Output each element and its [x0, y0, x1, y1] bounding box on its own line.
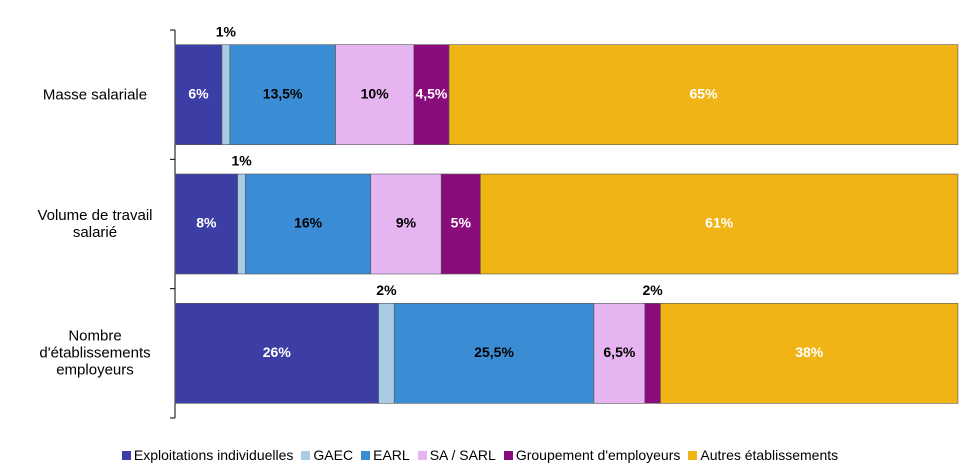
data-label: 25,5%: [474, 344, 514, 360]
bar-segment: [174, 173, 238, 275]
bar-segment: [174, 303, 379, 404]
data-label: 1%: [231, 153, 252, 169]
bar-segment: [237, 173, 246, 275]
legend-swatch: [688, 450, 698, 460]
bar-segment: [393, 303, 595, 404]
legend-label: Autres établissements: [700, 447, 839, 463]
legend-label: SA / SARL: [429, 447, 496, 463]
bar-segment: [174, 44, 223, 145]
data-label: 38%: [795, 344, 824, 360]
legend-label: GAEC: [313, 447, 354, 463]
data-label: 1%: [216, 23, 237, 39]
bar-segment: [644, 303, 661, 404]
bar-segment: [593, 303, 646, 404]
category-label: Nombre d'établissements employeurs: [39, 327, 151, 379]
legend-item: SA / SARL: [417, 447, 496, 463]
bar-segment: [440, 173, 481, 275]
data-label: 26%: [263, 344, 292, 360]
data-label: 65%: [690, 85, 719, 101]
category-label: Volume de travail salarié: [37, 207, 153, 241]
data-label: 5%: [451, 215, 472, 231]
legend-swatch: [361, 450, 371, 460]
data-label: 9%: [396, 215, 417, 231]
legend-label: Exploitations individuelles: [133, 447, 294, 463]
category-label: Masse salariale: [42, 86, 148, 104]
legend-swatch: [503, 450, 513, 460]
bar-segment: [378, 303, 395, 404]
data-label: 2%: [376, 282, 397, 298]
legend-label: EARL: [373, 447, 410, 463]
legend-swatch: [121, 450, 131, 460]
bar-segment: [660, 303, 959, 404]
data-label: 8%: [196, 215, 217, 231]
data-label: 10%: [361, 85, 390, 101]
bar-segment: [221, 44, 231, 145]
legend-swatch: [301, 450, 311, 460]
bar-segment: [245, 173, 372, 275]
legend-item: GAEC: [301, 447, 353, 463]
data-label: 4,5%: [415, 85, 447, 101]
legend-item: Autres établissements: [688, 447, 838, 463]
bar-segment: [229, 44, 336, 145]
bar-segment: [370, 173, 442, 275]
legend-item: Groupement d'employeurs: [503, 447, 681, 463]
bar-segment: [335, 44, 415, 145]
bar-segment: [448, 44, 959, 145]
legend-swatch: [417, 450, 427, 460]
data-label: 16%: [294, 215, 323, 231]
legend-item: Exploitations individuelles: [121, 447, 294, 463]
bar-segment: [480, 173, 959, 275]
data-label: 61%: [705, 215, 734, 231]
plot: 6% 1% 13,5% 10% 4,5% 65% 8% 1% 16% 9% 5% 61% 26% 2% 25…: [170, 23, 959, 419]
data-label: 2%: [643, 282, 664, 298]
legend: Exploitations individuelles GAEC EARL SA / …: [0, 447, 960, 463]
bar-segment: [413, 44, 450, 145]
legend-item: EARL: [361, 447, 410, 463]
data-label: 13,5%: [263, 85, 303, 101]
legend-label: Groupement d'employeurs: [515, 447, 681, 463]
data-label: 6%: [188, 85, 209, 101]
data-label: 6,5%: [603, 344, 635, 360]
